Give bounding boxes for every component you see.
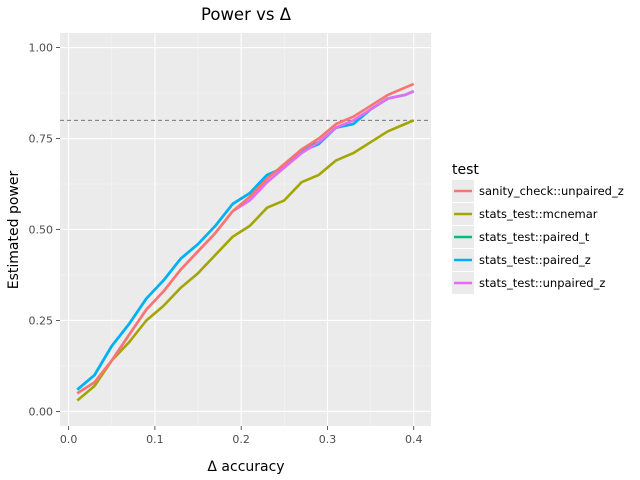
x-tick-label: 0.2	[232, 433, 250, 446]
y-tick-label: 0.50	[29, 224, 54, 237]
legend-label: stats_test::paired_z	[479, 253, 591, 267]
y-tick-label: 1.00	[29, 42, 54, 55]
series-lines	[76, 82, 415, 402]
x-axis-title: Δ accuracy	[207, 459, 284, 475]
x-tick-label: 0.0	[60, 433, 78, 446]
x-axis-ticks: 0.0 0.1 0.2 0.3 0.4	[60, 426, 423, 446]
y-tick-label: 0.75	[29, 133, 54, 146]
y-tick-label: 0.25	[29, 314, 54, 327]
y-axis-title: Estimated power	[6, 171, 22, 290]
legend-label: stats_test::mcnemar	[479, 207, 598, 221]
y-tick-label: 0.00	[29, 405, 54, 418]
legend-label: sanity_check::unpaired_z	[479, 184, 624, 198]
x-tick-label: 0.3	[319, 433, 337, 446]
legend-label: stats_test::paired_t	[479, 230, 590, 244]
y-axis-ticks: 0.00 0.25 0.50 0.75 1.00	[29, 42, 60, 418]
series-line-sanity-check-unpaired-z	[76, 82, 415, 395]
legend: test sanity_check::unpaired_zstats_test:…	[452, 162, 624, 294]
series-line-stats-test-mcnemar	[76, 119, 415, 402]
chart-title: Power vs Δ	[201, 5, 292, 24]
grid-major	[60, 33, 431, 426]
legend-title: test	[452, 162, 479, 178]
x-tick-label: 0.4	[405, 433, 423, 446]
legend-label: stats_test::unpaired_z	[479, 276, 605, 290]
x-tick-label: 0.1	[146, 433, 164, 446]
